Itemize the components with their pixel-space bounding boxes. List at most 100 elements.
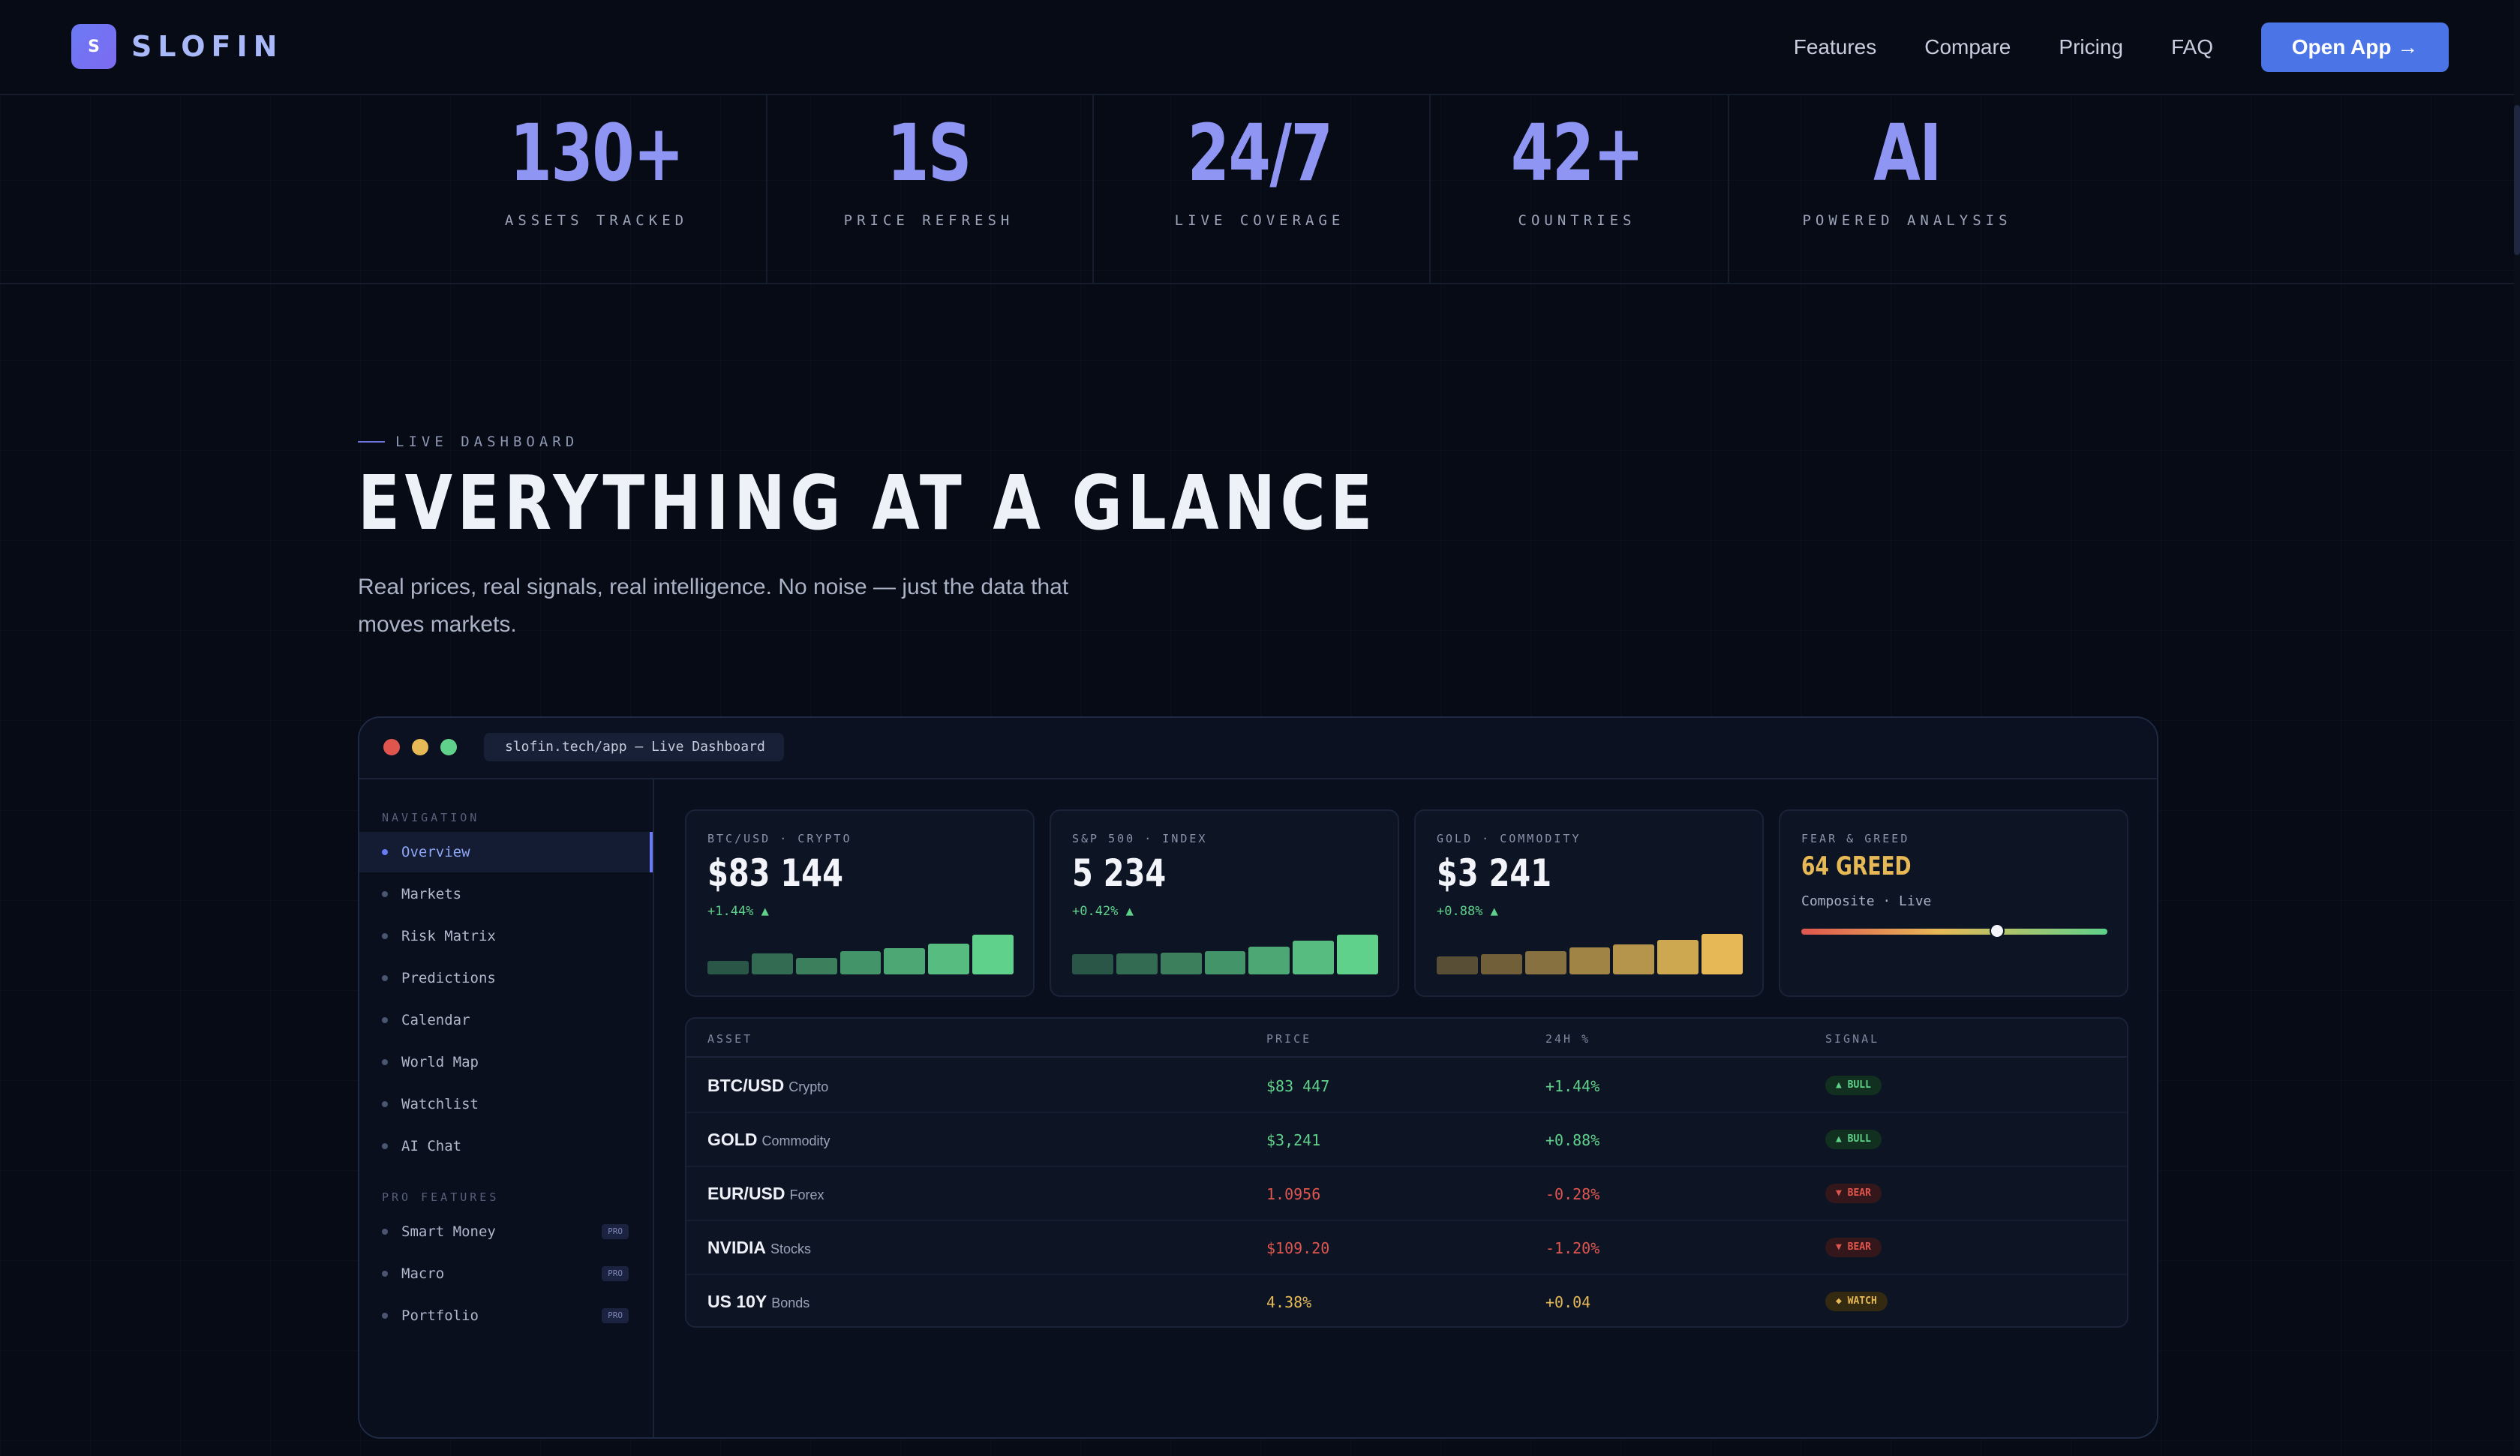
spark-bar [1569, 947, 1611, 974]
stat-label: ASSETS TRACKED [504, 212, 689, 229]
column-header-asset: ASSET [707, 1032, 753, 1046]
scrollbar-thumb[interactable] [2514, 105, 2520, 255]
logo[interactable]: S SLOFIN [71, 24, 283, 69]
sidebar-item-portfolio[interactable]: Portfolio PRO [359, 1295, 653, 1336]
sidebar-item-calendar[interactable]: Calendar [359, 1000, 653, 1040]
spark-bar [1524, 950, 1566, 974]
spark-bar [1293, 941, 1335, 974]
sidebar-item-world-map[interactable]: World Map [359, 1042, 653, 1082]
sidebar-heading-pro: PRO FEATURES [382, 1190, 500, 1204]
card-change: +1.44% ▲ [707, 904, 769, 919]
stat-assets: 130+ ASSETS TRACKED [469, 95, 724, 284]
spark-bar [1072, 954, 1113, 974]
fear-greed-gauge [1801, 929, 2107, 935]
asset-class: Commodity [761, 1133, 830, 1148]
sidebar-item-label: Portfolio [401, 1307, 479, 1324]
open-app-button[interactable]: Open App → [2261, 23, 2449, 72]
bullet-icon [382, 975, 388, 981]
stat-value: AI [1873, 107, 1942, 199]
stat-value: 130+ [509, 107, 684, 199]
sparkbars [707, 932, 1014, 974]
spark-bar [1248, 947, 1290, 974]
nav-pricing[interactable]: Pricing [2059, 35, 2123, 59]
stat-label: LIVE COVERAGE [1174, 212, 1345, 229]
stat-label: POWERED ANALYSIS [1802, 212, 2012, 229]
stat-divider [1728, 95, 1729, 284]
bullet-icon [382, 1101, 388, 1107]
maximize-dot-icon[interactable] [440, 739, 457, 755]
sidebar-item-label: Watchlist [401, 1096, 479, 1112]
bullet-icon [382, 1229, 388, 1235]
sidebar-item-ai-chat[interactable]: AI Chat [359, 1126, 653, 1166]
stat-divider [1092, 95, 1094, 284]
stat-coverage: 24/7 LIVE COVERAGE [1132, 95, 1387, 284]
bullet-icon [382, 933, 388, 939]
sidebar-item-macro[interactable]: Macro PRO [359, 1253, 653, 1294]
spark-bar [1613, 944, 1655, 974]
change-cell: -1.20% [1545, 1239, 1600, 1257]
table-row[interactable]: NVIDIA Stocks $109.20 -1.20% ▼ BEAR [686, 1221, 2127, 1275]
signal-badge: ▲ BULL [1825, 1130, 1882, 1149]
nav-faq[interactable]: FAQ [2170, 35, 2213, 59]
sidebar-item-smart-money[interactable]: Smart Money PRO [359, 1211, 653, 1252]
asset-name: GOLD [707, 1130, 758, 1149]
card-label: FEAR & GREED [1801, 832, 1910, 845]
price-cell: 1.0956 [1266, 1185, 1321, 1203]
bullet-icon [382, 1313, 388, 1319]
sidebar-heading-navigation: NAVIGATION [382, 811, 480, 824]
spark-bar [1702, 934, 1743, 974]
asset-class: Stocks [770, 1241, 811, 1256]
fear-greed-card[interactable]: FEAR & GREED 64 GREED Composite · Live [1779, 809, 2128, 997]
ticker-card-sp500[interactable]: S&P 500 · INDEX 5 234 +0.42% ▲ [1050, 809, 1399, 997]
sparkbars [1437, 932, 1743, 974]
asset-name: BTC/USD [707, 1076, 785, 1095]
sparkbars [1072, 932, 1378, 974]
card-value: 5 234 [1072, 851, 1167, 895]
spark-bar [1116, 953, 1158, 974]
card-label: BTC/USD · CRYPTO [707, 832, 852, 845]
sidebar-item-risk-matrix[interactable]: Risk Matrix [359, 916, 653, 956]
bullet-icon [382, 1271, 388, 1277]
asset-cell: EUR/USD Forex [707, 1184, 824, 1204]
scrollbar[interactable] [2514, 0, 2520, 1456]
table-row[interactable]: GOLD Commodity $3,241 +0.88% ▲ BULL [686, 1113, 2127, 1167]
spark-bar [928, 943, 970, 974]
logo-mark-icon: S [71, 24, 116, 69]
column-header-signal: SIGNAL [1825, 1032, 1880, 1046]
bullet-icon [382, 1143, 388, 1149]
sidebar-item-overview[interactable]: Overview [359, 832, 653, 872]
table-row[interactable]: US 10Y Bonds 4.38% +0.04 ◆ WATCH [686, 1275, 2127, 1326]
price-cell: $109.20 [1266, 1239, 1330, 1257]
ticker-card-gold[interactable]: GOLD · COMMODITY $3 241 +0.88% ▲ [1414, 809, 1764, 997]
spark-bar [1204, 950, 1246, 974]
sidebar-item-label: Calendar [401, 1012, 470, 1028]
sidebar-item-watchlist[interactable]: Watchlist [359, 1084, 653, 1124]
signal-badge: ▼ BEAR [1825, 1184, 1882, 1203]
table-row[interactable]: EUR/USD Forex 1.0956 -0.28% ▼ BEAR [686, 1167, 2127, 1221]
asset-class: Forex [789, 1187, 824, 1202]
stat-label: COUNTRIES [1518, 212, 1636, 229]
url-bar: slofin.tech/app — Live Dashboard [484, 733, 784, 761]
price-cell: $83 447 [1266, 1077, 1330, 1095]
ticker-card-btc[interactable]: BTC/USD · CRYPTO $83 144 +1.44% ▲ [685, 809, 1035, 997]
stats-band: 130+ ASSETS TRACKED 1S PRICE REFRESH 24/… [0, 95, 2520, 284]
minimize-dot-icon[interactable] [412, 739, 428, 755]
sidebar-item-predictions[interactable]: Predictions [359, 958, 653, 998]
asset-cell: NVIDIA Stocks [707, 1238, 811, 1258]
bullet-icon [382, 849, 388, 855]
spark-bar [707, 961, 749, 974]
spark-bar [1480, 954, 1522, 974]
site-header: S SLOFIN Features Compare Pricing FAQ Op… [0, 0, 2520, 95]
stat-label: PRICE REFRESH [843, 212, 1014, 229]
table-header: ASSET PRICE 24H % SIGNAL [686, 1019, 2127, 1058]
change-cell: +0.88% [1545, 1131, 1600, 1149]
stat-value: 24/7 [1187, 107, 1333, 199]
asset-class: Bonds [771, 1295, 810, 1310]
nav-features[interactable]: Features [1793, 35, 1877, 59]
stat-divider [1429, 95, 1431, 284]
sidebar-item-markets[interactable]: Markets [359, 874, 653, 914]
nav-compare[interactable]: Compare [1924, 35, 2011, 59]
section-headline: EVERYTHING AT A GLANCE [358, 459, 1377, 547]
close-dot-icon[interactable] [383, 739, 400, 755]
table-row[interactable]: BTC/USD Crypto $83 447 +1.44% ▲ BULL [686, 1059, 2127, 1113]
